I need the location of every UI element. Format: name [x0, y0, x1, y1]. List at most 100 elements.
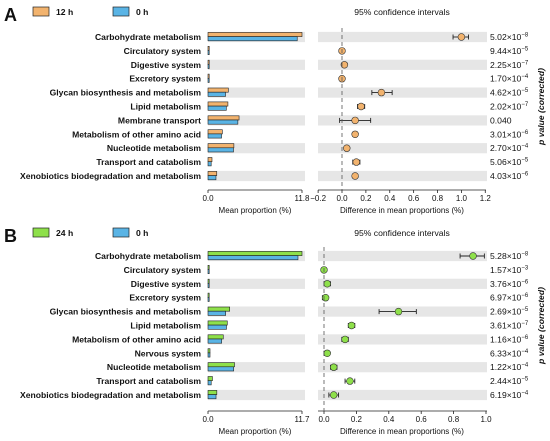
category-label: Nucleotide metabolism	[107, 143, 201, 153]
bar-0h	[207, 338, 222, 344]
category-label: Nucleotide metabolism	[107, 362, 201, 372]
bar-0h	[207, 133, 222, 139]
bar-0h	[207, 296, 210, 302]
p-value: 4.62×10−5	[490, 88, 529, 98]
p-value: 6.97×10−6	[490, 293, 529, 303]
p-value: 5.28×10−8	[490, 251, 529, 261]
category-label: Excretory system	[129, 293, 201, 303]
bar-12h	[207, 143, 235, 149]
p-value-axis-label: p value (corrected)	[536, 287, 546, 365]
legend-swatch-1	[32, 227, 50, 238]
row-band	[208, 306, 305, 317]
bar-0h	[207, 161, 212, 167]
diff-x-tick-label: 0.0	[318, 415, 330, 424]
diff-x-tick-label: 0.8	[448, 415, 460, 424]
row-band	[208, 278, 305, 289]
legend-label-2: 0 h	[136, 7, 148, 17]
category-label: Transport and catabolism	[96, 157, 201, 167]
bar-24h	[207, 251, 303, 256]
diff-x-tick-label: 0.6	[408, 194, 420, 203]
bar-12h	[207, 32, 303, 37]
p-value: 1.70×10−4	[490, 74, 529, 84]
bar-x-label: Mean proportion (%)	[219, 427, 292, 436]
bar-24h	[207, 320, 228, 326]
bar-12h	[207, 171, 218, 176]
p-value: 0.040	[490, 115, 512, 125]
bar-0h	[207, 352, 211, 358]
category-label: Circulatory system	[124, 46, 202, 56]
diff-point	[323, 349, 331, 357]
p-value: 6.33×10−4	[490, 348, 529, 358]
p-value: 5.02×10−8	[490, 32, 529, 42]
bar-x-tick-label: 0.0	[202, 415, 214, 424]
legend-label-1: 24 h	[56, 228, 73, 238]
p-value: 1.22×10−4	[490, 362, 529, 372]
p-value: 6.19×10−4	[490, 390, 529, 400]
row-band	[318, 143, 487, 154]
diff-x-tick-label: 0.2	[351, 415, 363, 424]
category-label: Digestive system	[131, 60, 202, 70]
p-value: 2.70×10−4	[490, 143, 529, 153]
bar-0h	[207, 105, 227, 111]
category-label: Transport and catabolism	[96, 376, 201, 386]
diff-point	[340, 61, 349, 69]
bar-0h	[207, 91, 226, 97]
diff-point	[351, 130, 359, 139]
bar-12h	[207, 115, 240, 121]
diff-point	[341, 335, 349, 344]
legend-swatch-2	[112, 6, 130, 17]
row-band	[318, 250, 487, 262]
diff-point	[323, 280, 331, 288]
bar-0h	[207, 394, 217, 400]
bar-12h	[207, 157, 213, 162]
bar-x-tick-label: 11.7	[295, 415, 311, 424]
p-value: 3.01×10−6	[490, 129, 529, 139]
p-value: 5.06×10−5	[490, 157, 529, 167]
ci-title: 95% confidence intervals	[354, 228, 450, 238]
p-value: 2.44×10−5	[490, 376, 529, 386]
p-value: 4.03×10−6	[490, 171, 529, 181]
diff-point	[321, 294, 330, 302]
bar-0h	[207, 175, 217, 181]
diff-point	[377, 88, 386, 97]
bar-x-tick-label: 0.0	[202, 194, 214, 203]
bar-12h	[207, 87, 229, 93]
row-band	[208, 334, 305, 345]
bar-24h	[207, 376, 213, 381]
diff-x-label: Difference in mean proportions (%)	[340, 206, 464, 215]
diff-point	[394, 307, 403, 316]
category-label: Carbohydrate metabolism	[95, 251, 201, 261]
row-band	[208, 115, 305, 126]
bar-0h	[207, 324, 227, 330]
p-value: 9.44×10−5	[490, 46, 529, 56]
bar-24h	[207, 292, 210, 298]
p-value: 3.76×10−6	[490, 279, 529, 289]
bar-0h	[207, 147, 234, 153]
bar-0h	[207, 36, 298, 42]
diff-x-tick-label: −0.2	[310, 194, 326, 203]
category-label: Circulatory system	[124, 265, 202, 275]
bar-x-label: Mean proportion (%)	[219, 206, 292, 215]
diff-point	[330, 363, 338, 371]
category-label: Glycan biosynthesis and metabolism	[50, 88, 202, 98]
p-value-axis-label: p value (corrected)	[536, 68, 546, 146]
diff-point	[352, 158, 361, 166]
diff-x-label: Difference in mean proportions (%)	[340, 427, 464, 436]
diff-x-tick-label: 1.2	[480, 194, 492, 203]
panel-A: A 12 h 0 h 95% confidence intervals Carbohyd…	[4, 5, 546, 215]
row-band	[318, 87, 487, 98]
bar-12h	[207, 101, 229, 107]
category-label: Metabolism of other amino acid	[72, 334, 201, 344]
bar-24h	[207, 306, 230, 312]
bar-24h	[207, 264, 210, 270]
row-band	[318, 278, 487, 289]
p-value: 3.61×10−7	[490, 321, 529, 331]
row-band	[208, 59, 305, 70]
p-value: 2.25×10−7	[490, 60, 529, 70]
category-label: Nervous system	[135, 348, 202, 358]
legend-label-2: 0 h	[136, 228, 148, 238]
diff-x-tick-label: 1.0	[480, 415, 492, 424]
legend-swatch-1	[32, 6, 50, 17]
diff-x-tick-label: 0.0	[336, 194, 348, 203]
bar-24h	[207, 390, 218, 395]
